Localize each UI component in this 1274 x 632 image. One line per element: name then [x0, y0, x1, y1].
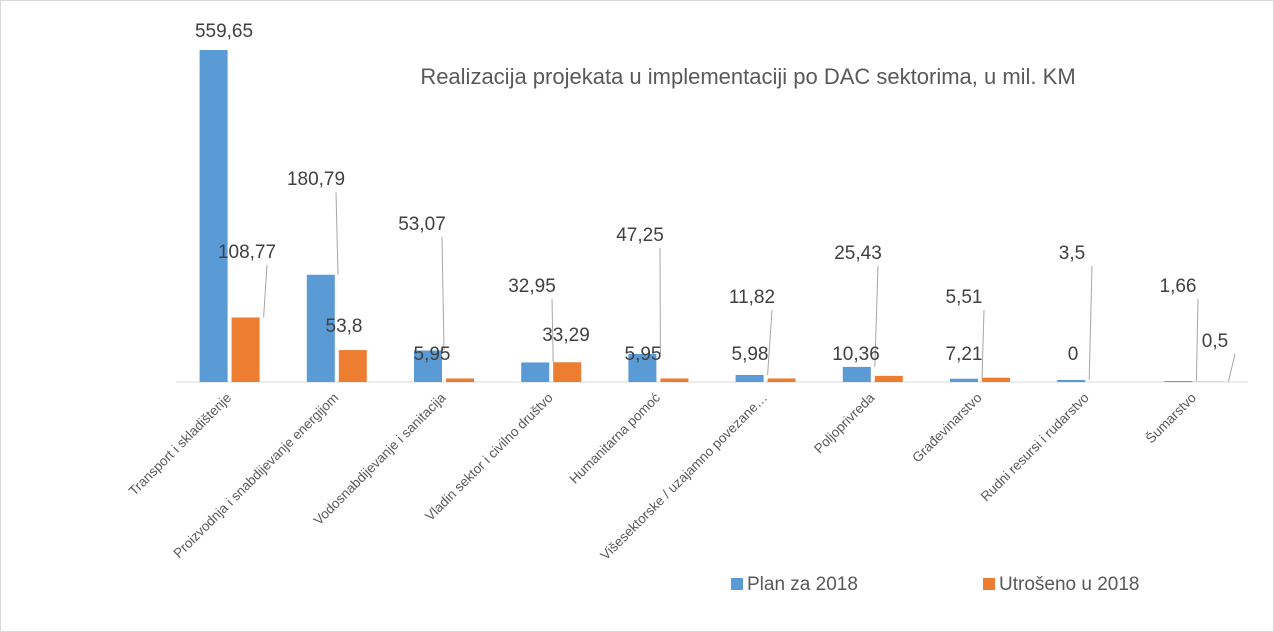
bar — [950, 378, 978, 382]
data-label: 0,5 — [1202, 331, 1228, 352]
bar — [735, 374, 764, 382]
data-label: 5,95 — [414, 344, 451, 365]
data-label: 5,98 — [732, 344, 769, 365]
leader-line — [335, 191, 339, 275]
data-label: 108,77 — [218, 242, 276, 263]
bar — [553, 362, 582, 382]
data-label: 5,51 — [946, 287, 983, 308]
bar — [842, 366, 871, 382]
legend-swatch — [983, 578, 995, 590]
data-label: 11,82 — [729, 287, 775, 308]
legend-label: Plan za 2018 — [747, 574, 858, 595]
bar — [414, 350, 442, 382]
bar — [767, 378, 796, 382]
data-label: 180,79 — [287, 169, 345, 190]
leader-line — [1227, 353, 1236, 382]
bar — [446, 378, 474, 382]
data-label: 559,65 — [195, 21, 253, 42]
data-label: 5,95 — [625, 344, 662, 365]
data-label: 3,5 — [1059, 243, 1085, 264]
leader-line — [767, 309, 773, 376]
leader-line — [263, 264, 268, 318]
bar — [1164, 381, 1193, 382]
bar — [628, 353, 657, 382]
leader-line — [441, 236, 445, 351]
bar — [306, 274, 335, 382]
leader-line — [1195, 298, 1199, 382]
bar — [338, 350, 367, 382]
data-label: 10,36 — [832, 344, 880, 365]
bar — [874, 375, 903, 382]
data-label: 47,25 — [616, 225, 664, 246]
bar — [1057, 379, 1086, 382]
data-label: 7,21 — [946, 344, 983, 365]
leader-line — [874, 265, 879, 367]
legend-label: Utrošeno u 2018 — [999, 574, 1140, 595]
data-label: 53,8 — [326, 316, 363, 337]
chart-title: Realizacija projekata u implementaciji p… — [420, 64, 1075, 89]
data-label: 33,29 — [542, 325, 590, 346]
leader-line — [981, 309, 985, 379]
data-label: 1,66 — [1160, 276, 1197, 297]
legend-swatch — [731, 578, 743, 590]
data-label: 25,43 — [834, 243, 882, 264]
data-label: 53,07 — [398, 214, 446, 235]
bar — [231, 317, 260, 382]
leader-line — [1088, 265, 1093, 380]
bar — [660, 378, 689, 382]
bar — [199, 50, 228, 382]
leader-line — [551, 298, 554, 363]
bar — [982, 377, 1010, 382]
data-label: 0 — [1068, 344, 1079, 365]
data-label: 32,95 — [508, 276, 556, 297]
bar — [521, 362, 550, 382]
